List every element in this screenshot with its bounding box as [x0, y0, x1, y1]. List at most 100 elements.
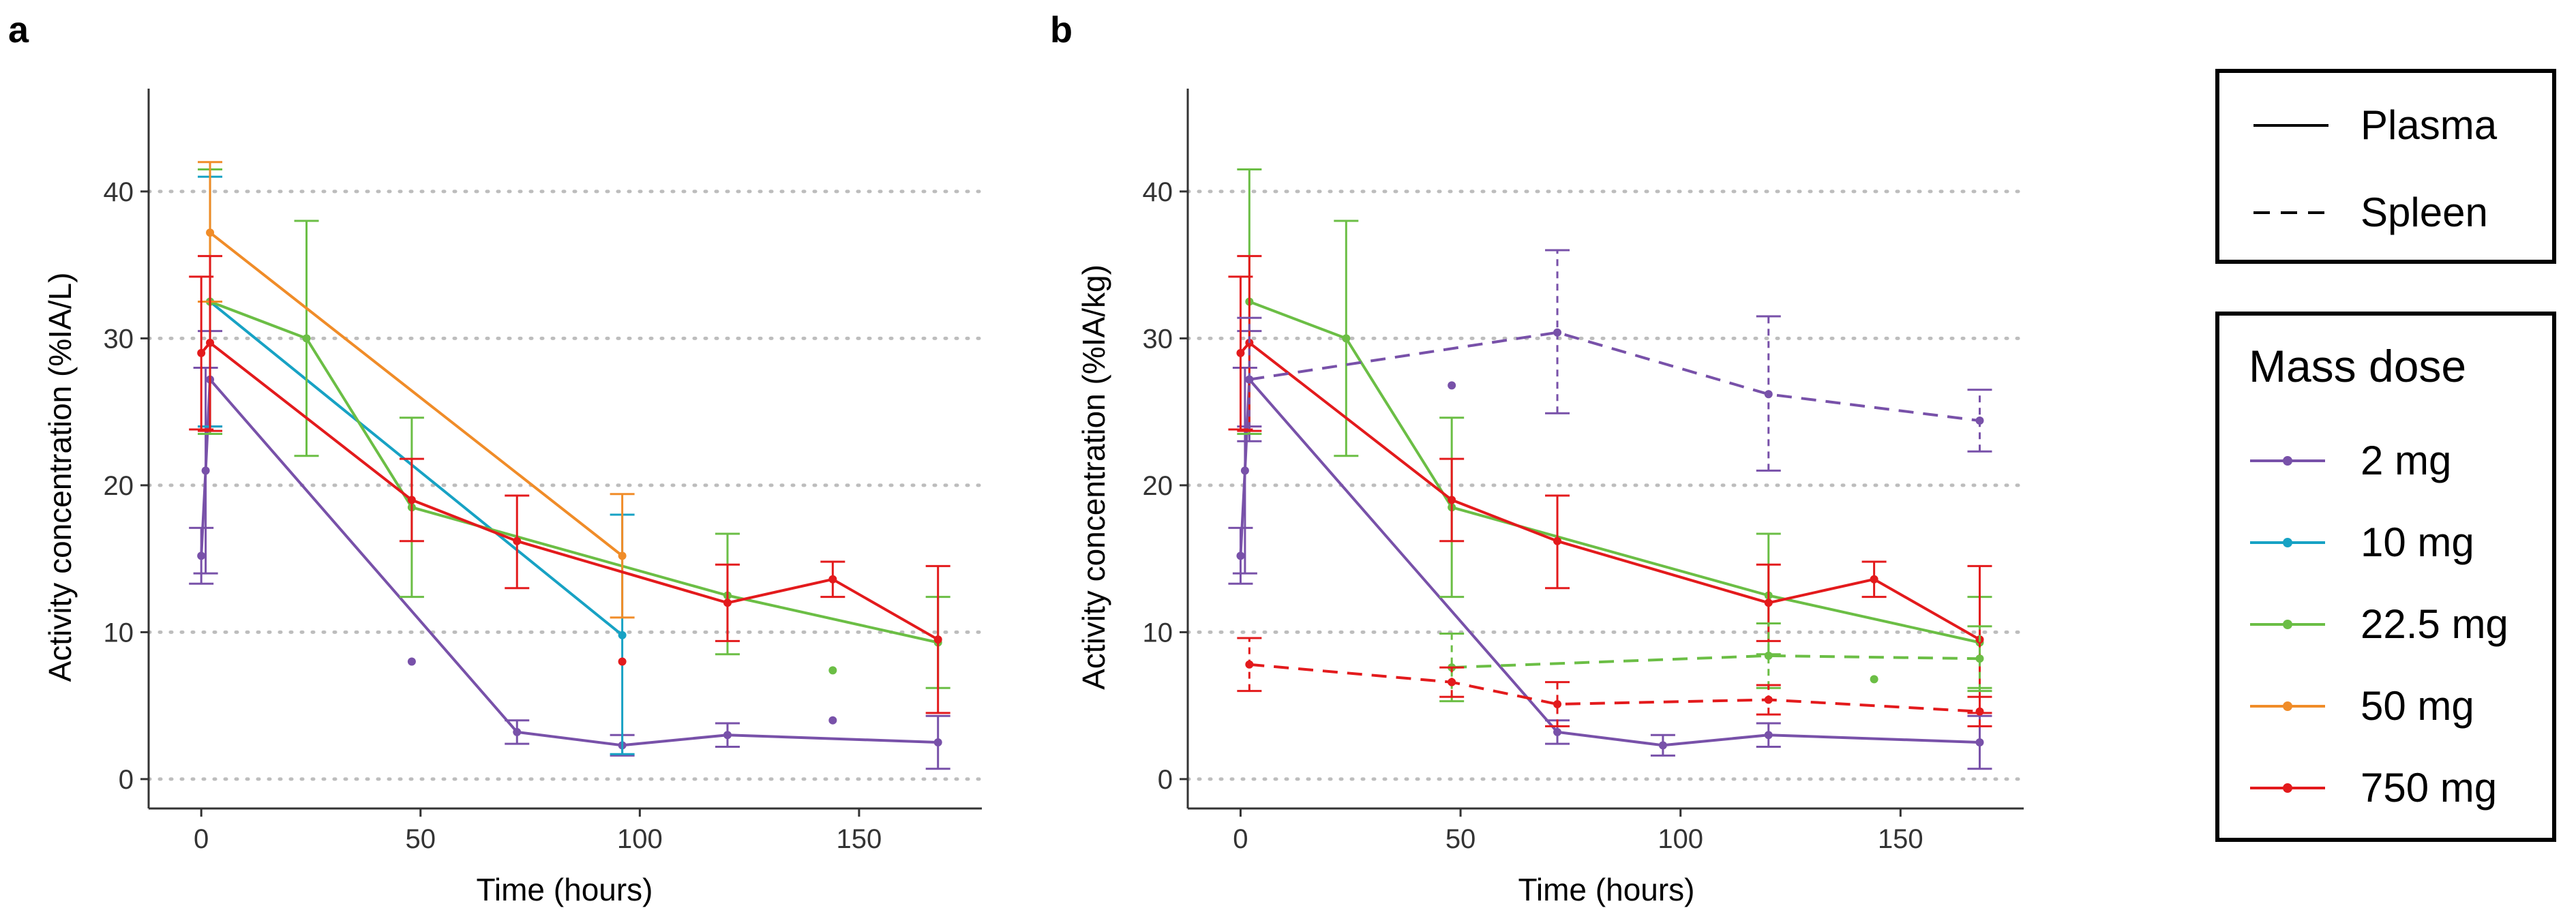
legend-dose: Mass dose 2 mg 10 mg 22.5 mg 50 mg 750 mg — [2215, 312, 2556, 842]
y-tick-label: 20 — [104, 471, 134, 501]
series-22-5-mg-plasma — [198, 168, 950, 689]
data-point — [723, 599, 732, 607]
data-point — [1870, 575, 1878, 584]
y-tick-label: 0 — [119, 765, 134, 795]
series-2-mg-plasma — [189, 330, 950, 770]
legend-swatch-point — [2283, 783, 2292, 793]
data-point — [618, 551, 627, 560]
series-22-5-mg-spleen — [1439, 622, 1992, 703]
legend-label: 10 mg — [2361, 519, 2474, 565]
series-line — [200, 341, 939, 641]
legend-item-50-mg: 50 mg — [2250, 683, 2474, 729]
data-point — [1245, 375, 1254, 384]
series-750-mg-spleen — [1237, 637, 1992, 727]
legend-dose-items: 2 mg 10 mg 22.5 mg 50 mg 750 mg — [2250, 438, 2508, 811]
legend-label-spleen: Spleen — [2361, 190, 2488, 235]
legend-swatch-point — [2283, 620, 2292, 629]
series-line — [209, 300, 939, 644]
legend-swatch-point — [2283, 701, 2292, 711]
panel-a: a 0 10 20 30 40 0 50 100 150 Time (hours) Activ… — [8, 10, 984, 907]
data-point — [1245, 660, 1254, 669]
legend-dose-title: Mass dose — [2249, 341, 2466, 391]
panel-a-y-axis-title: Activity concentration (%IA/L) — [42, 273, 78, 682]
data-point — [618, 631, 627, 639]
series-line — [1239, 341, 1981, 641]
data-point — [1764, 390, 1773, 399]
panel-a-plot-area — [189, 161, 950, 770]
data-point — [1764, 651, 1773, 660]
panel-b-letter: b — [1050, 10, 1073, 50]
data-point — [206, 338, 215, 347]
series-line — [209, 300, 623, 637]
panel-b-x-axis-title: Time (hours) — [1518, 872, 1695, 907]
panel-a-y-ticks: 0 10 20 30 40 — [104, 177, 149, 795]
series-750-mg-plasma — [189, 255, 950, 714]
data-point — [1342, 334, 1351, 343]
y-tick-label: 30 — [104, 324, 134, 354]
data-point — [1764, 731, 1773, 740]
data-point — [1236, 551, 1245, 560]
panel-a-axes — [147, 89, 982, 810]
panel-b-gridlines — [1186, 190, 2026, 781]
series-line — [1248, 331, 1980, 423]
panel-b-y-ticks: 0 10 20 30 40 — [1143, 177, 1188, 795]
panel-a-x-axis-title: Time (hours) — [477, 872, 653, 907]
data-point — [1658, 741, 1667, 750]
outlier-point — [407, 657, 416, 666]
series-10-mg-plasma — [198, 175, 635, 755]
data-point — [1553, 536, 1562, 545]
series-line — [209, 231, 623, 557]
data-point — [1975, 654, 1984, 663]
panel-b-plot-area — [1228, 168, 1992, 770]
y-tick-label: 20 — [1143, 471, 1173, 501]
legend-label: 2 mg — [2361, 438, 2451, 483]
legend-item-2-mg: 2 mg — [2250, 438, 2451, 483]
data-point — [1764, 599, 1773, 607]
y-tick-label: 10 — [1143, 618, 1173, 648]
outlier-point — [828, 716, 837, 725]
data-point — [1553, 328, 1562, 337]
panel-a-letter: a — [8, 10, 29, 50]
data-point — [197, 551, 206, 560]
legend-dose-box — [2215, 312, 2556, 842]
legend-label: 22.5 mg — [2361, 601, 2508, 647]
panel-a-x-ticks: 0 50 100 150 — [194, 808, 882, 854]
data-point — [933, 635, 942, 644]
series-line — [1452, 654, 1980, 669]
legend-label: 750 mg — [2361, 765, 2497, 811]
y-tick-label: 40 — [104, 177, 134, 207]
data-point — [828, 575, 837, 584]
data-point — [201, 466, 210, 475]
data-point — [407, 496, 416, 504]
data-point — [1448, 496, 1456, 504]
data-point — [1448, 678, 1456, 686]
x-tick-label: 100 — [1658, 824, 1703, 854]
y-tick-label: 40 — [1143, 177, 1173, 207]
outlier-point — [828, 666, 837, 675]
x-tick-label: 150 — [837, 824, 882, 854]
legend-linetype: Plasma Spleen — [2215, 69, 2556, 264]
data-point — [302, 334, 311, 343]
data-point — [1764, 695, 1773, 704]
x-tick-label: 50 — [1446, 824, 1476, 854]
series-2-mg-spleen — [1237, 249, 1992, 472]
legend-item-10-mg: 10 mg — [2250, 519, 2474, 565]
data-point — [1553, 699, 1562, 708]
panel-b: b 0 10 20 30 40 0 50 100 150 Time (hours) Activ… — [1050, 10, 2026, 907]
data-point — [513, 536, 522, 545]
outlier-point — [618, 657, 627, 666]
series-line — [1248, 300, 1980, 644]
x-tick-label: 0 — [1233, 824, 1248, 854]
x-tick-label: 50 — [406, 824, 436, 854]
data-point — [1975, 738, 1984, 747]
data-point — [1240, 466, 1249, 475]
panel-b-axes — [1186, 89, 2024, 810]
series-22-5-mg-plasma — [1237, 168, 1992, 689]
series-line — [1249, 663, 1980, 713]
data-point — [1236, 348, 1245, 357]
panel-b-y-axis-title: Activity concentration (%IA/kg) — [1076, 264, 1111, 690]
y-tick-label: 0 — [1158, 765, 1173, 795]
series-50-mg-plasma — [198, 161, 635, 619]
data-point — [933, 738, 942, 747]
